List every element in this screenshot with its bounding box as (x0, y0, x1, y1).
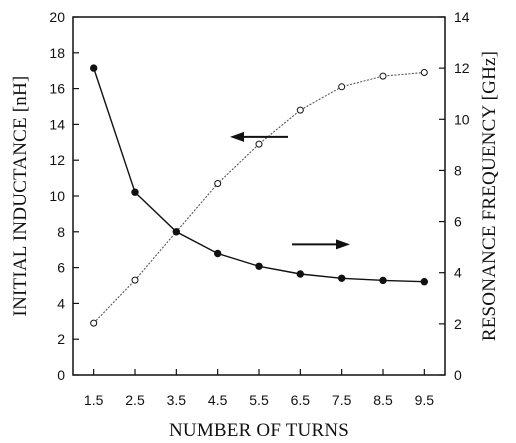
right-tick-label: 12 (454, 60, 470, 76)
right-tick-label: 0 (454, 367, 462, 383)
arrow-right-head (336, 239, 350, 250)
series-line-resonance-frequency (93, 67, 425, 283)
left-tick-label: 0 (57, 367, 65, 383)
plot-frame (72, 16, 446, 376)
series-line-initial-inductance (93, 71, 425, 324)
right-tick-label: 14 (454, 9, 470, 25)
left-tick-label: 10 (49, 188, 65, 204)
frequency-data-point (214, 249, 222, 258)
inductance-data-point (338, 83, 346, 91)
x-tick-label: 9.5 (415, 392, 435, 408)
left-axis-ticks: 0 2 4 6 8 10 12 14 16 18 20 (49, 9, 79, 383)
right-tick-label: 4 (454, 265, 462, 281)
frequency-data-point (172, 228, 181, 236)
frequency-data-point (296, 270, 304, 278)
frequency-data-point (90, 64, 98, 72)
annotation-layer (230, 131, 350, 250)
left-tick-label: 18 (49, 45, 65, 61)
x-axis-title: NUMBER OF TURNS (169, 420, 349, 441)
x-tick-label: 1.5 (84, 392, 104, 408)
x-tick-label: 4.5 (208, 392, 228, 408)
right-axis-title: RESONANCE FREQUENCY [GHz] (479, 51, 500, 341)
left-tick-label: 8 (57, 224, 65, 240)
right-tick-label: 2 (454, 316, 462, 332)
x-tick-label: 7.5 (332, 392, 352, 408)
inductance-data-point (131, 276, 139, 284)
arrow-left-head (230, 131, 244, 142)
series-layer (90, 64, 428, 327)
inductance-data-point (214, 180, 222, 187)
frequency-data-point (255, 262, 263, 270)
inductance-data-point (255, 140, 263, 148)
right-tick-label: 10 (454, 111, 470, 127)
left-tick-label: 6 (57, 260, 65, 276)
left-tick-label: 14 (49, 116, 65, 132)
left-tick-label: 16 (49, 81, 65, 97)
x-tick-label: 2.5 (125, 392, 145, 408)
left-tick-label: 4 (57, 295, 65, 311)
x-axis-ticks: 1.5 2.5 3.5 4.5 5.5 6.5 7.5 8.5 9.5 (84, 369, 434, 408)
left-tick-label: 20 (49, 9, 65, 25)
inductance-data-point (90, 319, 98, 327)
right-axis-ticks: 0 2 4 6 8 10 12 14 (439, 9, 470, 383)
frequency-data-point (379, 276, 387, 285)
frequency-data-point (338, 274, 346, 282)
x-tick-label: 3.5 (167, 392, 187, 408)
frequency-data-point (131, 188, 139, 196)
left-tick-label: 2 (57, 331, 65, 347)
inductance-data-point (296, 106, 304, 114)
x-tick-label: 8.5 (373, 392, 393, 408)
right-tick-label: 6 (454, 214, 462, 230)
x-tick-label: 6.5 (291, 392, 311, 408)
inductance-data-point (379, 72, 387, 80)
left-tick-label: 12 (49, 152, 65, 168)
frequency-data-point (420, 278, 428, 286)
inductance-data-point (420, 69, 428, 76)
right-tick-label: 8 (454, 162, 462, 178)
left-axis-title: INITIAL INDUCTANCE [nH] (10, 76, 31, 317)
x-tick-label: 5.5 (249, 392, 269, 408)
